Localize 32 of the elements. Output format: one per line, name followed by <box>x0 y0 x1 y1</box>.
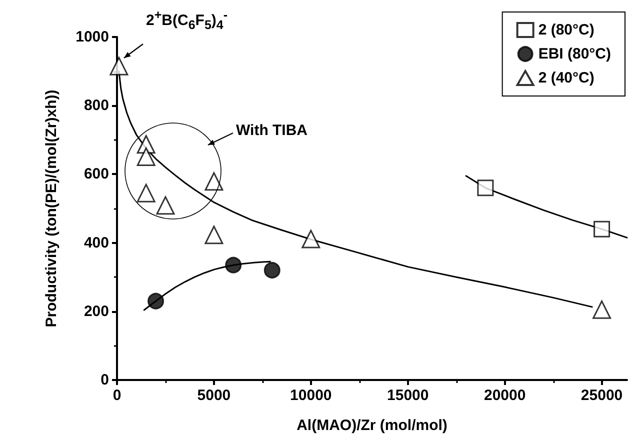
point <box>156 196 175 215</box>
point <box>264 262 280 278</box>
point <box>136 184 156 202</box>
point <box>136 147 156 166</box>
point <box>594 220 610 238</box>
x-tick-label: 10000 <box>290 387 332 404</box>
y-tick-label: 1000 <box>76 28 109 46</box>
y-tick-label: 200 <box>84 302 109 320</box>
y-tick-label: 600 <box>84 166 109 183</box>
legend-label: EBI (80°C) <box>538 46 612 62</box>
y-tick-label: 800 <box>84 97 109 114</box>
y-tick-label: 400 <box>84 234 109 252</box>
point <box>110 56 128 76</box>
x-axis-title: Al(MAO)/Zr (mol/mol) <box>296 417 448 434</box>
y-tick-label: 0 <box>100 372 109 388</box>
annotation: With TIBA <box>236 121 308 141</box>
x-tick-label: 5000 <box>197 387 231 404</box>
x-tick-label: 0 <box>112 387 122 404</box>
point <box>302 230 320 248</box>
y-axis-title: Productivity (ton(PE)/(mol(Zr)xh)) <box>43 90 60 328</box>
line-series <box>465 175 628 238</box>
point <box>225 256 242 274</box>
x-tick-label: 25000 <box>580 387 623 404</box>
point <box>477 180 494 196</box>
point <box>592 300 612 319</box>
point <box>204 172 224 191</box>
legend-label: 2 (40°C) <box>538 70 594 86</box>
x-tick-label: 20000 <box>484 387 526 404</box>
x-tick-label: 15000 <box>387 387 429 404</box>
point <box>204 226 224 244</box>
legend-label: 2 (80°C) <box>538 22 594 38</box>
point <box>148 292 164 310</box>
